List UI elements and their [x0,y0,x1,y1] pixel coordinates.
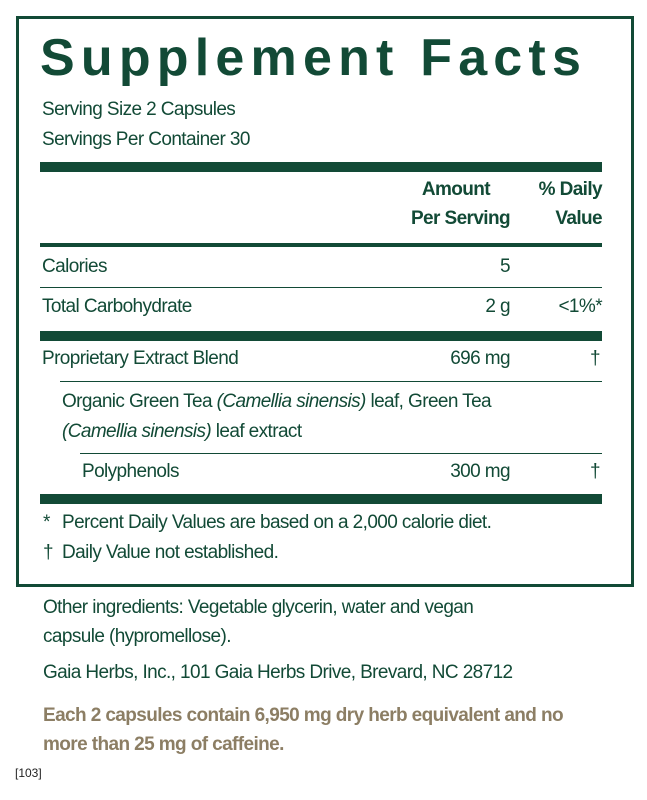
blend-ingredients-line2: (Camellia sinensis) leaf extract [62,421,302,443]
ingredient-latin: (Camellia sinensis) [216,391,367,412]
footnote-mark: † [43,542,54,563]
other-ingredients: Other ingredients: Vegetable glycerin, w… [43,597,474,618]
row-amount: 300 mg [450,461,510,482]
ingredient-text: leaf extract [211,421,302,442]
header-dv: % Daily [538,179,603,200]
divider [40,243,602,247]
label-code: [103] [15,766,42,780]
servings-per-container: Servings Per Container 30 [42,129,250,150]
row-name: Total Carbohydrate [42,296,192,317]
row-dv: † [590,348,601,369]
footnote-mark: * [43,512,50,533]
row-amount: 5 [500,256,511,277]
row-divider [60,381,602,382]
row-dv: <1%* [558,296,602,317]
ingredient-text: Organic Green Tea [62,391,217,412]
footnote-text: Daily Value not established. [62,542,279,563]
thick-divider [40,494,602,504]
herb-note: more than 25 mg of caffeine. [43,734,284,755]
footnote-text: Percent Daily Values are based on a 2,00… [62,512,492,533]
ingredient-text: leaf, Green Tea [365,391,492,412]
supplement-facts-panel [16,16,634,587]
other-ingredients: capsule (hypromellose). [43,626,232,647]
panel-title: Supplement Facts [40,29,588,87]
row-name: Calories [42,256,108,277]
ingredient-latin: (Camellia sinensis) [62,421,212,442]
row-name: Proprietary Extract Blend [42,348,239,369]
serving-size: Serving Size 2 Capsules [42,99,236,120]
header-per-serving: Per Serving [410,208,511,229]
manufacturer-address: Gaia Herbs, Inc., 101 Gaia Herbs Drive, … [43,662,513,683]
header-amount: Amount [421,179,491,200]
row-amount: 2 g [485,296,510,317]
row-divider [40,287,602,288]
header-value: Value [555,208,602,229]
row-name: Polyphenols [82,461,180,482]
row-divider [80,453,602,454]
blend-ingredients-line1: Organic Green Tea (Camellia sinensis) le… [62,391,492,413]
herb-note: Each 2 capsules contain 6,950 mg dry her… [43,705,564,726]
thick-divider [40,331,602,341]
row-dv: † [590,461,601,482]
row-amount: 696 mg [450,348,510,369]
thick-divider [40,162,602,172]
